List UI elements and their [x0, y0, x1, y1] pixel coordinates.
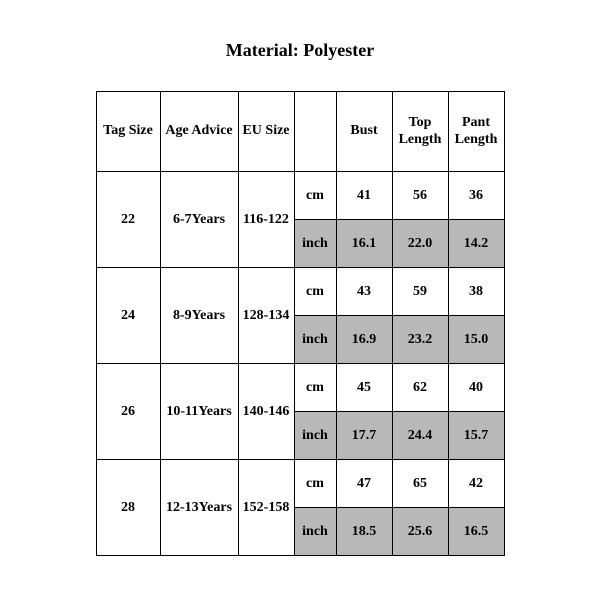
cell-eu: 128-134 [238, 268, 294, 364]
header-row: Tag Size Age Advice EU Size Bust Top Len… [96, 92, 504, 172]
cell-pant-inch: 15.7 [448, 412, 504, 460]
table-row: 22 6-7Years 116-122 cm 41 56 36 [96, 172, 504, 220]
cell-top-inch: 22.0 [392, 220, 448, 268]
cell-pant-inch: 14.2 [448, 220, 504, 268]
cell-pant-cm: 40 [448, 364, 504, 412]
table-row: 26 10-11Years 140-146 cm 45 62 40 [96, 364, 504, 412]
cell-age: 10-11Years [160, 364, 238, 460]
cell-bust-cm: 47 [336, 460, 392, 508]
cell-eu: 140-146 [238, 364, 294, 460]
cell-tag: 26 [96, 364, 160, 460]
cell-pant-cm: 36 [448, 172, 504, 220]
col-eu-size: EU Size [238, 92, 294, 172]
cell-top-inch: 23.2 [392, 316, 448, 364]
cell-age: 6-7Years [160, 172, 238, 268]
cell-unit-inch: inch [294, 508, 336, 556]
cell-top-cm: 62 [392, 364, 448, 412]
cell-unit-cm: cm [294, 364, 336, 412]
col-pant-length: Pant Length [448, 92, 504, 172]
table-row: 28 12-13Years 152-158 cm 47 65 42 [96, 460, 504, 508]
cell-unit-cm: cm [294, 172, 336, 220]
page: { "title": "Material: Polyester", "table… [0, 0, 600, 600]
cell-unit-inch: inch [294, 220, 336, 268]
col-tag-size: Tag Size [96, 92, 160, 172]
cell-top-cm: 56 [392, 172, 448, 220]
col-unit [294, 92, 336, 172]
cell-pant-cm: 42 [448, 460, 504, 508]
cell-bust-inch: 18.5 [336, 508, 392, 556]
cell-age: 12-13Years [160, 460, 238, 556]
size-table: Tag Size Age Advice EU Size Bust Top Len… [96, 91, 505, 556]
page-title: Material: Polyester [0, 0, 600, 91]
cell-bust-inch: 17.7 [336, 412, 392, 460]
cell-tag: 28 [96, 460, 160, 556]
cell-bust-cm: 43 [336, 268, 392, 316]
cell-eu: 116-122 [238, 172, 294, 268]
table-body: 22 6-7Years 116-122 cm 41 56 36 inch 16.… [96, 172, 504, 556]
cell-top-cm: 65 [392, 460, 448, 508]
col-bust: Bust [336, 92, 392, 172]
cell-top-inch: 25.6 [392, 508, 448, 556]
cell-age: 8-9Years [160, 268, 238, 364]
cell-unit-cm: cm [294, 268, 336, 316]
cell-bust-cm: 45 [336, 364, 392, 412]
table-row: 24 8-9Years 128-134 cm 43 59 38 [96, 268, 504, 316]
cell-tag: 22 [96, 172, 160, 268]
cell-bust-cm: 41 [336, 172, 392, 220]
cell-unit-inch: inch [294, 412, 336, 460]
cell-tag: 24 [96, 268, 160, 364]
cell-pant-cm: 38 [448, 268, 504, 316]
cell-top-cm: 59 [392, 268, 448, 316]
cell-pant-inch: 15.0 [448, 316, 504, 364]
cell-bust-inch: 16.1 [336, 220, 392, 268]
cell-bust-inch: 16.9 [336, 316, 392, 364]
col-top-length: Top Length [392, 92, 448, 172]
cell-unit-cm: cm [294, 460, 336, 508]
cell-unit-inch: inch [294, 316, 336, 364]
cell-eu: 152-158 [238, 460, 294, 556]
col-age-advice: Age Advice [160, 92, 238, 172]
cell-top-inch: 24.4 [392, 412, 448, 460]
cell-pant-inch: 16.5 [448, 508, 504, 556]
